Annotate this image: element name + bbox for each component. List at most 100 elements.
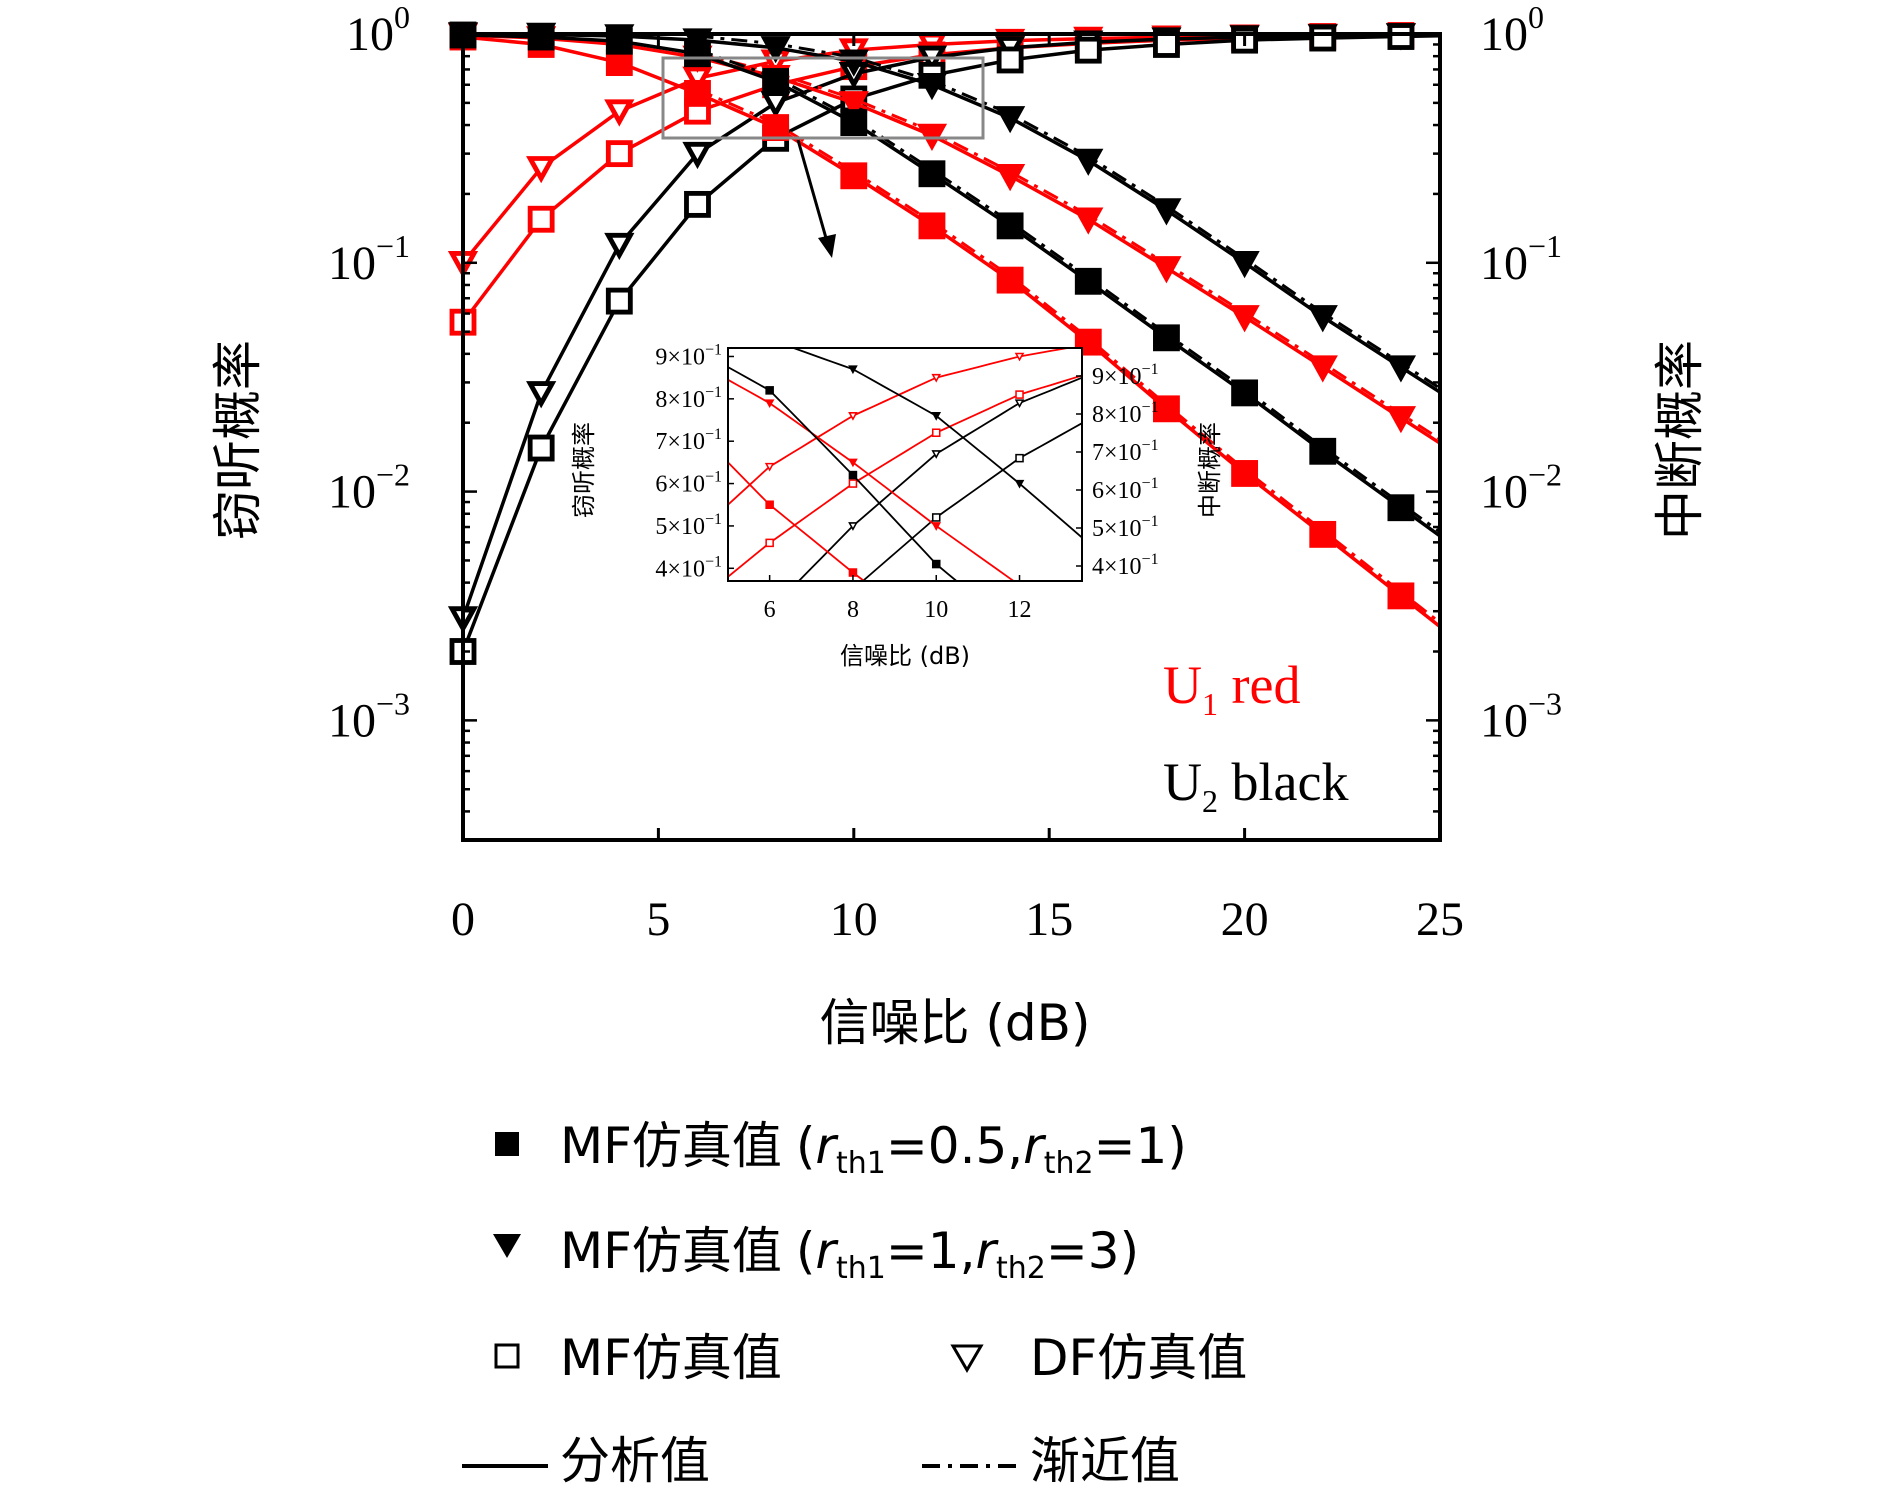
x-tick-label: 0 bbox=[451, 893, 475, 946]
data-point bbox=[840, 162, 868, 190]
x-tick-label: 25 bbox=[1416, 893, 1464, 946]
inset-data-point bbox=[765, 386, 774, 395]
data-point bbox=[916, 72, 948, 101]
y-tick-label-right: 10−3 bbox=[1480, 685, 1562, 747]
inset-y-tick-label-left: 4×10−1 bbox=[655, 553, 722, 582]
inset-y-tick-label-right: 5×10−1 bbox=[1092, 513, 1159, 542]
inset-data-point bbox=[848, 470, 858, 480]
inset-series-line bbox=[728, 379, 1016, 581]
inset-series-line bbox=[728, 366, 958, 581]
legend-row-sim-open: MF仿真值 DF仿真值 bbox=[494, 1329, 1247, 1387]
data-point bbox=[762, 114, 790, 141]
legend-row2-sub1: th1 bbox=[836, 1251, 886, 1286]
data-point bbox=[604, 232, 635, 261]
inset-frame bbox=[727, 347, 1083, 582]
inset-x-tick-label: 12 bbox=[1008, 597, 1032, 623]
data-point bbox=[1309, 24, 1337, 52]
u1-annotation-rest: red bbox=[1218, 655, 1300, 715]
inset-plot: 6 8 10 129×10−19×10−18×10−18×10−17×10−17×10… bbox=[570, 341, 1224, 670]
data-point bbox=[1387, 23, 1415, 50]
inset-tick-exponent: −1 bbox=[705, 511, 722, 528]
legend-row-mf-sim-a: MF仿真值 (rth1=0.5,rth2=1) bbox=[495, 1117, 1187, 1181]
u2-annotation-letter: U bbox=[1163, 752, 1202, 812]
legend-row2-r2: r bbox=[975, 1222, 999, 1280]
legend-row1-eq1: =0.5, bbox=[886, 1117, 1023, 1175]
x-tick-label: 5 bbox=[646, 893, 670, 946]
tick-exponent: 0 bbox=[394, 0, 410, 35]
tick-exponent: −3 bbox=[376, 685, 410, 721]
tick-exponent: −1 bbox=[1528, 228, 1562, 264]
inset-y-tick-label-left: 8×10−1 bbox=[655, 384, 722, 413]
legend-row-lines: 分析值 渐近值 bbox=[462, 1432, 1180, 1486]
inset-data-point bbox=[931, 522, 942, 531]
legend-row2-eq1: =1, bbox=[886, 1222, 976, 1280]
legend: MF仿真值 (rth1=0.5,rth2=1) MF仿真值 (rth1=1,rth2… bbox=[462, 1117, 1247, 1486]
inset-y-tick-label-right: 4×10−1 bbox=[1092, 551, 1159, 580]
inset-y-tick-label-right: 9×10−1 bbox=[1092, 361, 1159, 390]
inset-y-axis-title-right: 中断概率 bbox=[1196, 422, 1224, 518]
legend-row1-eq2: =1) bbox=[1094, 1117, 1187, 1175]
inset-tick-mantissa: 7×10 bbox=[655, 429, 705, 455]
legend-row4-asymptotic-label: 渐近值 bbox=[1030, 1432, 1180, 1486]
data-point bbox=[1153, 395, 1180, 423]
svg-text:MF仿真值(rth1=0.5,rth2=1): MF仿真值 (rth1=0.5,rth2=1) bbox=[560, 1117, 1187, 1181]
inset-data-point bbox=[1015, 390, 1024, 399]
inset-ticks-layer: 6 8 10 129×10−19×10−18×10−18×10−17×10−17×10… bbox=[655, 341, 1158, 623]
legend-row2-label: MF仿真值 bbox=[560, 1222, 782, 1280]
inset-series-u1-square-open bbox=[728, 374, 1082, 578]
u1-annotation: U1 red bbox=[1163, 655, 1300, 722]
legend-row2-open: ( bbox=[796, 1222, 816, 1280]
inset-tick-mantissa: 5×10 bbox=[1092, 516, 1142, 542]
inset-y-tick-label-left: 7×10−1 bbox=[655, 426, 722, 455]
inset-series-u1-triangle-down-filled bbox=[728, 379, 1016, 581]
zoom-arrow-head bbox=[818, 234, 836, 258]
legend-row1-label: MF仿真值 bbox=[560, 1117, 782, 1175]
inset-data-point bbox=[931, 412, 942, 421]
inset-tick-exponent: −1 bbox=[1142, 361, 1159, 378]
inset-series-u2-triangle-down-filled bbox=[790, 348, 1082, 539]
inset-tick-mantissa: 4×10 bbox=[655, 556, 705, 582]
legend-square-open-icon bbox=[494, 1343, 520, 1369]
main-plot: 0 5 10 15 20 2510010−110−210−310010−110−210−3… bbox=[209, 0, 1709, 1052]
data-point bbox=[1307, 305, 1338, 333]
tick-base: 10 bbox=[1480, 466, 1528, 519]
inset-tick-mantissa: 4×10 bbox=[1092, 554, 1142, 580]
inset-series-line bbox=[790, 348, 1082, 539]
data-point bbox=[1151, 198, 1182, 226]
inset-y-tick-label-left: 5×10−1 bbox=[655, 511, 722, 540]
data-point bbox=[760, 36, 791, 64]
series-asymptote-line bbox=[696, 88, 1441, 624]
inset-tick-exponent: −1 bbox=[1142, 475, 1159, 492]
y-tick-label-left: 10−3 bbox=[328, 685, 410, 747]
data-point bbox=[527, 434, 555, 462]
inset-y-tick-label-right: 6×10−1 bbox=[1092, 475, 1159, 504]
series-line bbox=[462, 32, 1441, 394]
u2-annotation-sub: 2 bbox=[1202, 783, 1218, 819]
inset-data-point bbox=[848, 458, 858, 468]
tick-base: 10 bbox=[328, 237, 376, 290]
inset-data-point bbox=[1014, 399, 1025, 408]
inset-tick-exponent: −1 bbox=[1142, 437, 1159, 454]
inset-series-u2-square-filled bbox=[728, 366, 958, 581]
x-tick-label: 10 bbox=[830, 893, 878, 946]
series-u2-square-open bbox=[449, 23, 1441, 665]
data-point bbox=[682, 141, 713, 170]
x-tick-label: 15 bbox=[1025, 893, 1073, 946]
data-point bbox=[1309, 520, 1337, 548]
data-point bbox=[1387, 494, 1415, 522]
data-point bbox=[1073, 148, 1104, 176]
inset-data-point bbox=[765, 538, 774, 548]
tick-base: 10 bbox=[1480, 237, 1528, 290]
y-axis-title-left: 窃听概率 bbox=[209, 340, 267, 540]
inset-data-point bbox=[931, 559, 941, 569]
data-point bbox=[1229, 305, 1260, 333]
data-point bbox=[1307, 355, 1338, 383]
data-point bbox=[1385, 355, 1417, 383]
inset-series-group bbox=[728, 348, 1082, 581]
inset-tick-exponent: −1 bbox=[1142, 551, 1159, 568]
inset-y-tick-label-right: 8×10−1 bbox=[1092, 399, 1159, 428]
inset-tick-mantissa: 6×10 bbox=[1092, 478, 1142, 504]
x-tick-label: 20 bbox=[1221, 893, 1269, 946]
data-point bbox=[605, 140, 633, 168]
